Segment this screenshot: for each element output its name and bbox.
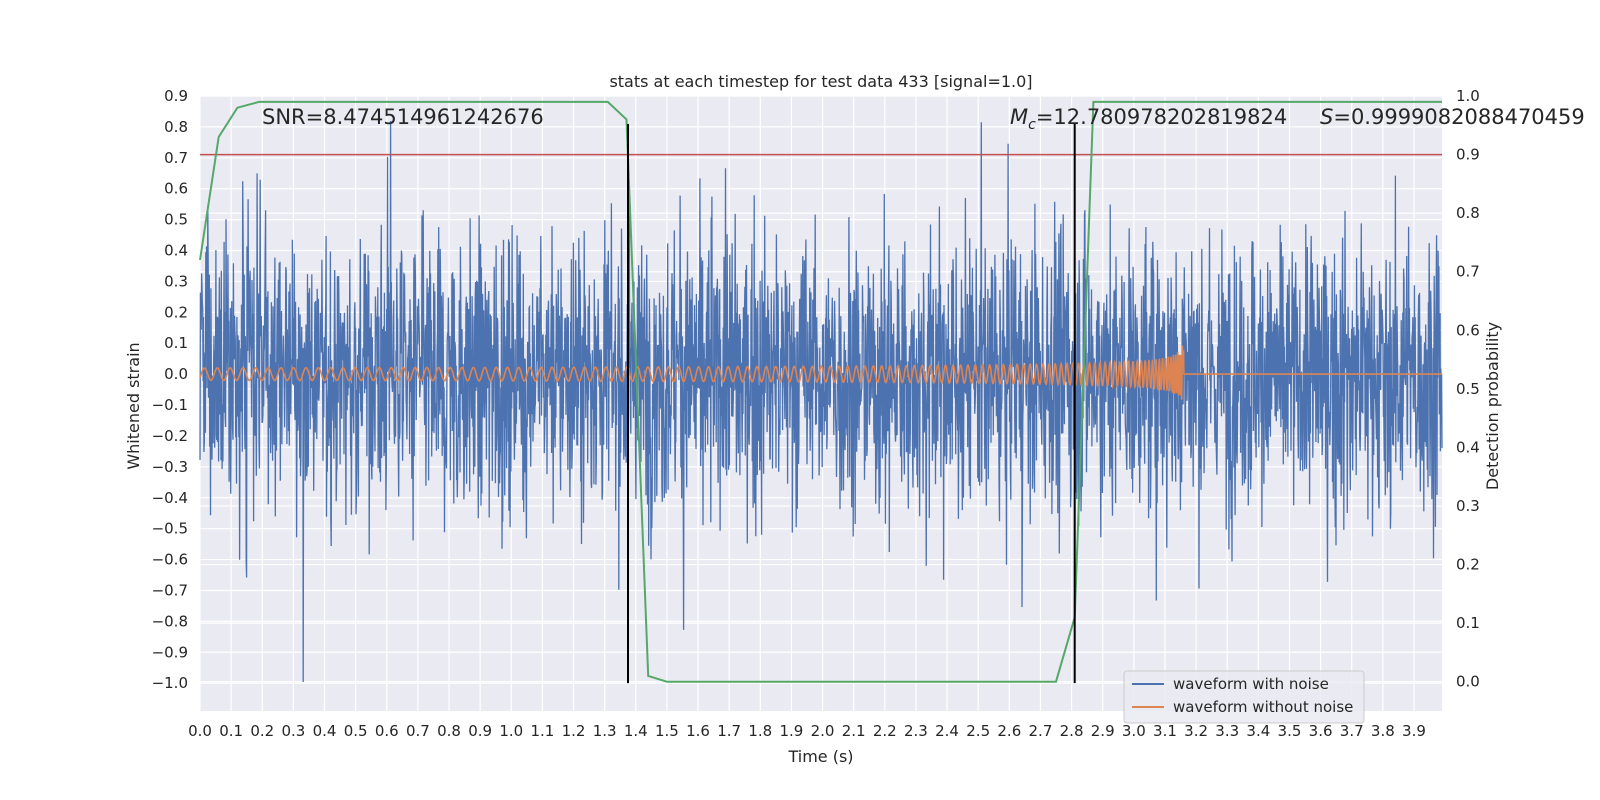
x-tick-label: 1.7 bbox=[717, 722, 741, 740]
x-tick-label: 3.4 bbox=[1246, 722, 1270, 740]
x-tick-label: 3.7 bbox=[1340, 722, 1364, 740]
x-tick-label: 3.9 bbox=[1402, 722, 1426, 740]
x-tick-label: 3.6 bbox=[1309, 722, 1333, 740]
y2-tick-label: 0.8 bbox=[1456, 204, 1480, 222]
y2-tick-label: 0.6 bbox=[1456, 321, 1480, 339]
x-tick-label: 0.4 bbox=[313, 722, 337, 740]
x-tick-label: 1.9 bbox=[779, 722, 803, 740]
y-tick-label: −0.2 bbox=[152, 427, 188, 445]
x-tick-label: 0.8 bbox=[437, 722, 461, 740]
y2-tick-label: 1.0 bbox=[1456, 87, 1480, 105]
y-tick-label: −0.9 bbox=[152, 643, 188, 661]
y2-tick-label: 0.7 bbox=[1456, 263, 1480, 281]
x-tick-label: 1.2 bbox=[562, 722, 586, 740]
y-tick-label: 0.7 bbox=[164, 149, 188, 167]
chart-title: stats at each timestep for test data 433… bbox=[609, 72, 1032, 91]
x-tick-label: 1.4 bbox=[624, 722, 648, 740]
overlay bbox=[199, 100, 1442, 684]
x-tick-label: 2.4 bbox=[935, 722, 959, 740]
y-tick-label: 0.4 bbox=[164, 242, 188, 260]
y2-tick-label: 0.1 bbox=[1456, 614, 1480, 632]
y-axis-label: Whitened strain bbox=[124, 342, 143, 469]
x-tick-label: 2.1 bbox=[842, 722, 866, 740]
y-tick-label: −0.8 bbox=[152, 612, 188, 630]
y-tick-label: −0.1 bbox=[152, 396, 188, 414]
x-tick-label: 1.8 bbox=[748, 722, 772, 740]
x-tick-label: 1.6 bbox=[686, 722, 710, 740]
series-waveform-without-noise bbox=[199, 345, 1442, 400]
x-tick-label: 0.0 bbox=[188, 722, 212, 740]
snr-annotation: SNR=8.474514961242676 bbox=[262, 105, 544, 129]
y-tick-label: 0.6 bbox=[164, 180, 188, 198]
y-tick-label: 0.1 bbox=[164, 334, 188, 352]
legend-box bbox=[1123, 670, 1365, 724]
y2-tick-label: 0.5 bbox=[1456, 380, 1480, 398]
legend: waveform with noise waveform without noi… bbox=[1123, 670, 1365, 724]
x-tick-label: 2.9 bbox=[1091, 722, 1115, 740]
y-tick-label: −0.3 bbox=[152, 458, 188, 476]
tick-labels: 0.0 0.1 0.2 0.3 0.4 0.5 0.6 0.7 0.8 0.9 1.0 1.1 1.2 1… bbox=[152, 87, 1480, 740]
x-tick-label: 1.5 bbox=[655, 722, 679, 740]
series-waveform-with-noise bbox=[199, 120, 1443, 683]
x-tick-label: 3.8 bbox=[1371, 722, 1395, 740]
y-tick-label: −0.4 bbox=[152, 489, 188, 507]
y-tick-label: 0.0 bbox=[164, 365, 188, 383]
y-tick-label: −0.6 bbox=[152, 551, 188, 569]
x-tick-label: 1.1 bbox=[530, 722, 554, 740]
x-tick-label: 3.2 bbox=[1184, 722, 1208, 740]
y-tick-label: 0.9 bbox=[164, 87, 188, 105]
x-tick-label: 3.3 bbox=[1215, 722, 1239, 740]
y-tick-label: 0.5 bbox=[164, 211, 188, 229]
legend-label-noise: waveform with noise bbox=[1173, 675, 1329, 693]
x-tick-label: 1.3 bbox=[593, 722, 617, 740]
y-tick-label: 0.8 bbox=[164, 118, 188, 136]
x-tick-label: 0.3 bbox=[281, 722, 305, 740]
y-tick-label: 0.2 bbox=[164, 303, 188, 321]
x-tick-label: 0.1 bbox=[219, 722, 243, 740]
legend-label-clean: waveform without noise bbox=[1173, 698, 1353, 716]
x-tick-label: 2.8 bbox=[1060, 722, 1084, 740]
x-tick-label: 0.6 bbox=[375, 722, 399, 740]
x-tick-label: 0.9 bbox=[468, 722, 492, 740]
y2-tick-label: 0.9 bbox=[1456, 146, 1480, 164]
x-tick-label: 1.0 bbox=[499, 722, 523, 740]
y2-tick-label: 0.3 bbox=[1456, 497, 1480, 515]
x-tick-label: 0.7 bbox=[406, 722, 430, 740]
y-tick-label: 0.3 bbox=[164, 272, 188, 290]
x-tick-label: 0.2 bbox=[250, 722, 274, 740]
noise-line bbox=[199, 120, 1443, 683]
x-tick-label: 2.2 bbox=[873, 722, 897, 740]
x-axis-label: Time (s) bbox=[787, 747, 853, 766]
score-annotation: S=0.9999082088470459 bbox=[1320, 105, 1585, 129]
x-tick-label: 0.5 bbox=[344, 722, 368, 740]
x-tick-label: 2.6 bbox=[997, 722, 1021, 740]
x-tick-label: 3.5 bbox=[1278, 722, 1302, 740]
y-tick-label: −1.0 bbox=[152, 674, 188, 692]
y2-tick-label: 0.4 bbox=[1456, 438, 1480, 456]
x-tick-label: 2.7 bbox=[1029, 722, 1053, 740]
y2-tick-label: 0.2 bbox=[1456, 556, 1480, 574]
clean-line bbox=[199, 345, 1442, 400]
y-tick-label: −0.7 bbox=[152, 581, 188, 599]
x-tick-label: 3.1 bbox=[1153, 722, 1177, 740]
y2-axis-label: Detection probability bbox=[1483, 322, 1502, 490]
y2-tick-label: 0.0 bbox=[1456, 673, 1480, 691]
chirp-mass-annotation: Mc=12.780978202819824 bbox=[1010, 105, 1287, 133]
x-tick-label: 2.0 bbox=[811, 722, 835, 740]
y-tick-label: −0.5 bbox=[152, 520, 188, 538]
x-tick-label: 2.5 bbox=[966, 722, 990, 740]
x-tick-label: 2.3 bbox=[904, 722, 928, 740]
x-tick-label: 3.0 bbox=[1122, 722, 1146, 740]
